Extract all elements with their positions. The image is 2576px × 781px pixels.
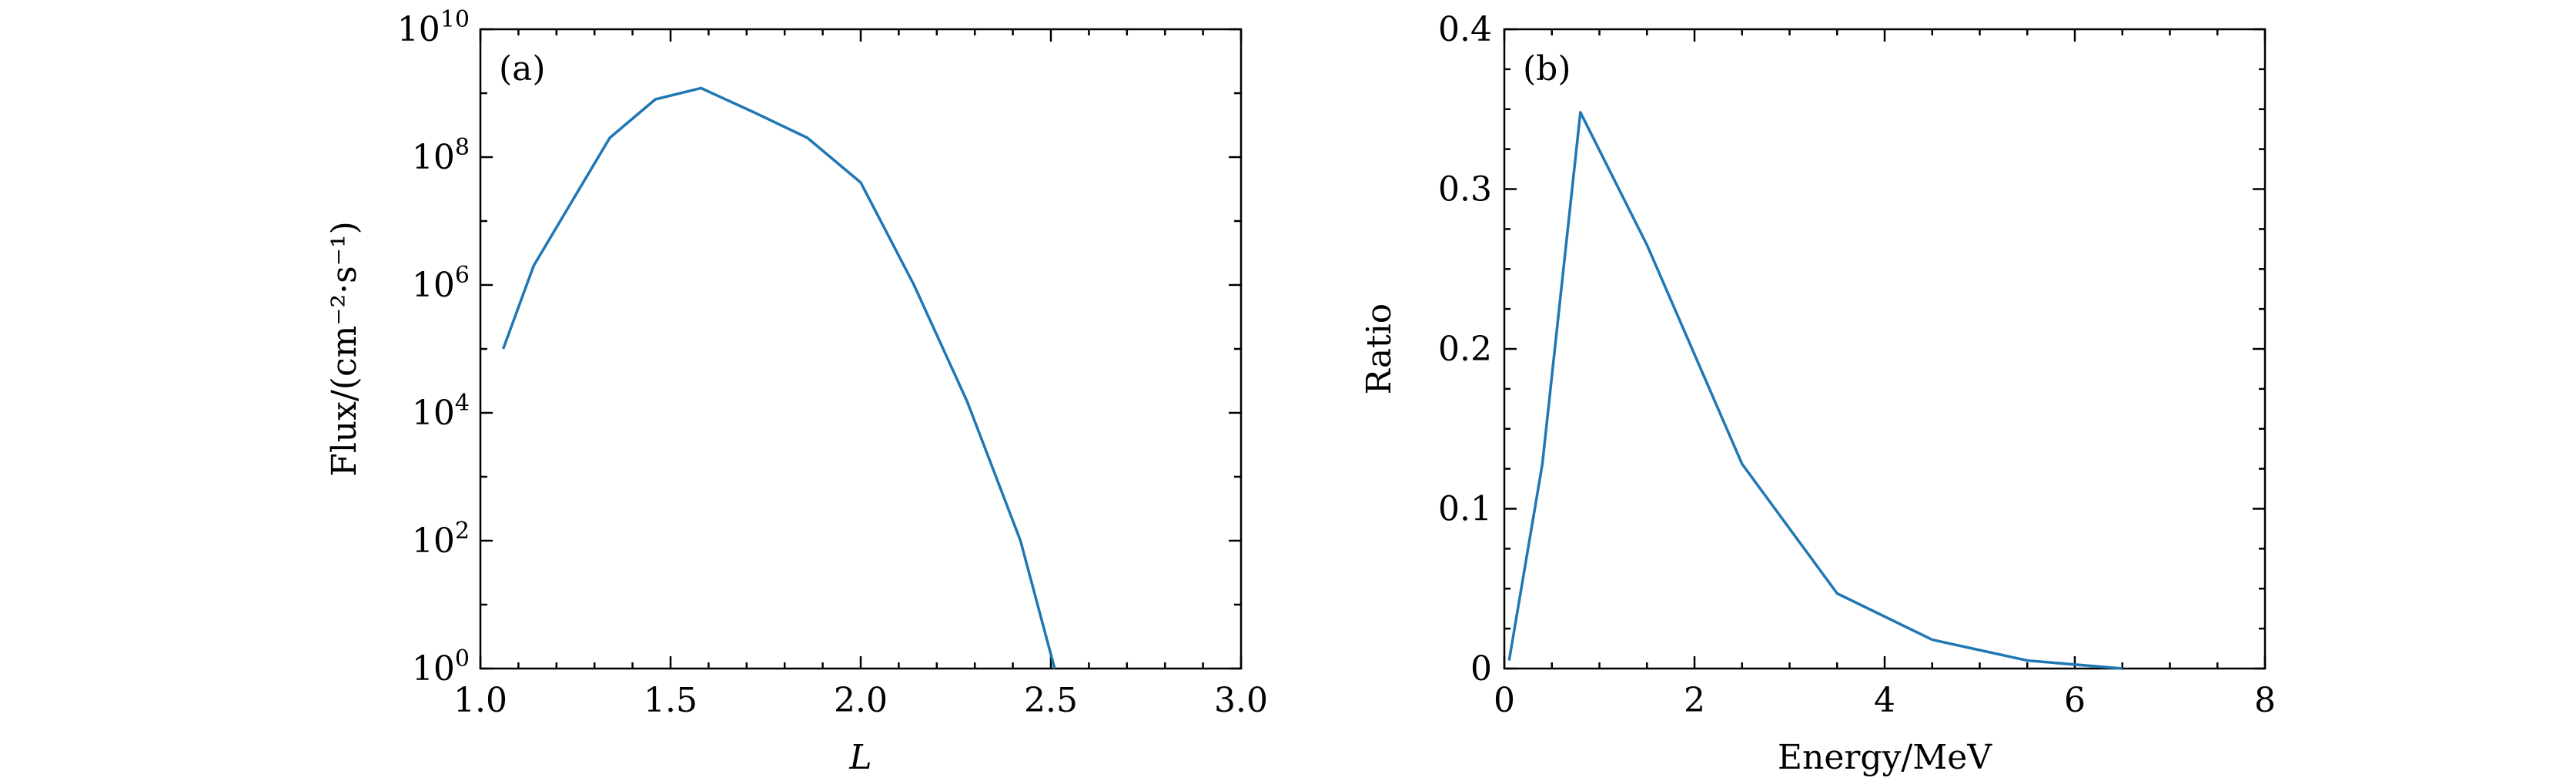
panel-b-x-tick-label: 8: [2254, 681, 2276, 720]
panel-a-x-tick-label: 2.0: [834, 681, 888, 720]
panel-b-y-tick-label: 0.1: [1438, 490, 1492, 529]
panel-a-y-tick-label: 104: [412, 390, 470, 433]
panel-b-ticks: 0 2 4 6 8 0 0.1 0.2 0.3 0.4: [1438, 10, 2276, 720]
panel-b-x-tick-label: 6: [2064, 681, 2086, 720]
panel-b-y-tick-label: 0.4: [1438, 10, 1492, 49]
panel-b-y-axis-label: Ratio: [1360, 303, 1399, 395]
panel-b-x-axis-label: Energy/MeV: [1778, 738, 1992, 777]
panel-b-y-tick-label: 0: [1470, 649, 1492, 689]
panel-b-plot-frame: [1503, 28, 2267, 670]
panel-b-x-tick-label: 2: [1684, 681, 1705, 720]
panel-b-ratio-line: [1507, 111, 2123, 670]
panel-b-x-tick-label: 0: [1494, 681, 1515, 720]
panel-a-y-tick-label: 100: [412, 645, 470, 689]
panel-a-plot-frame: [479, 28, 1243, 670]
panel-a-y-axis-label: Flux/(cm⁻²·s⁻¹): [325, 221, 364, 477]
panel-a-label: (a): [499, 49, 546, 89]
panel-b-y-tick-label: 0.3: [1438, 170, 1492, 209]
panel-a-x-tick-label: 1.5: [644, 681, 698, 720]
panel-a-x-axis-label: L: [848, 738, 871, 777]
panel-a-flux-line: [501, 86, 1056, 669]
panel-a-ticks: 1.0 1.5 2.0 2.5 3.0 100 102 104 106 108 1010: [397, 6, 1268, 720]
panel-a-y-tick-label: 108: [412, 134, 470, 177]
panel-a-y-tick-label: 102: [412, 518, 470, 561]
panel-b-y-tick-label: 0.2: [1438, 330, 1492, 369]
panel-a-y-tick-label: 1010: [397, 6, 470, 49]
panel-a-series: [501, 86, 1056, 669]
panel-a-y-tick-label: 106: [412, 262, 470, 305]
panel-a-x-tick-label: 1.0: [453, 681, 507, 720]
panel-a-x-tick-label: 2.5: [1024, 681, 1078, 720]
panel-b-x-tick-label: 4: [1874, 681, 1895, 720]
panel-a-x-tick-label: 3.0: [1214, 681, 1268, 720]
panel-b-series: [1507, 111, 2123, 670]
panel-b-label: (b): [1523, 49, 1571, 89]
panel-a-flux-vs-l: 1.0 1.5 2.0 2.5 3.0 100 102 104 106 108 1010 (a) L…: [325, 6, 1268, 777]
panel-b-ratio-vs-energy: 0 2 4 6 8 0 0.1 0.2 0.3 0.4 (b) Energy/MeV Ratio: [1360, 10, 2276, 777]
